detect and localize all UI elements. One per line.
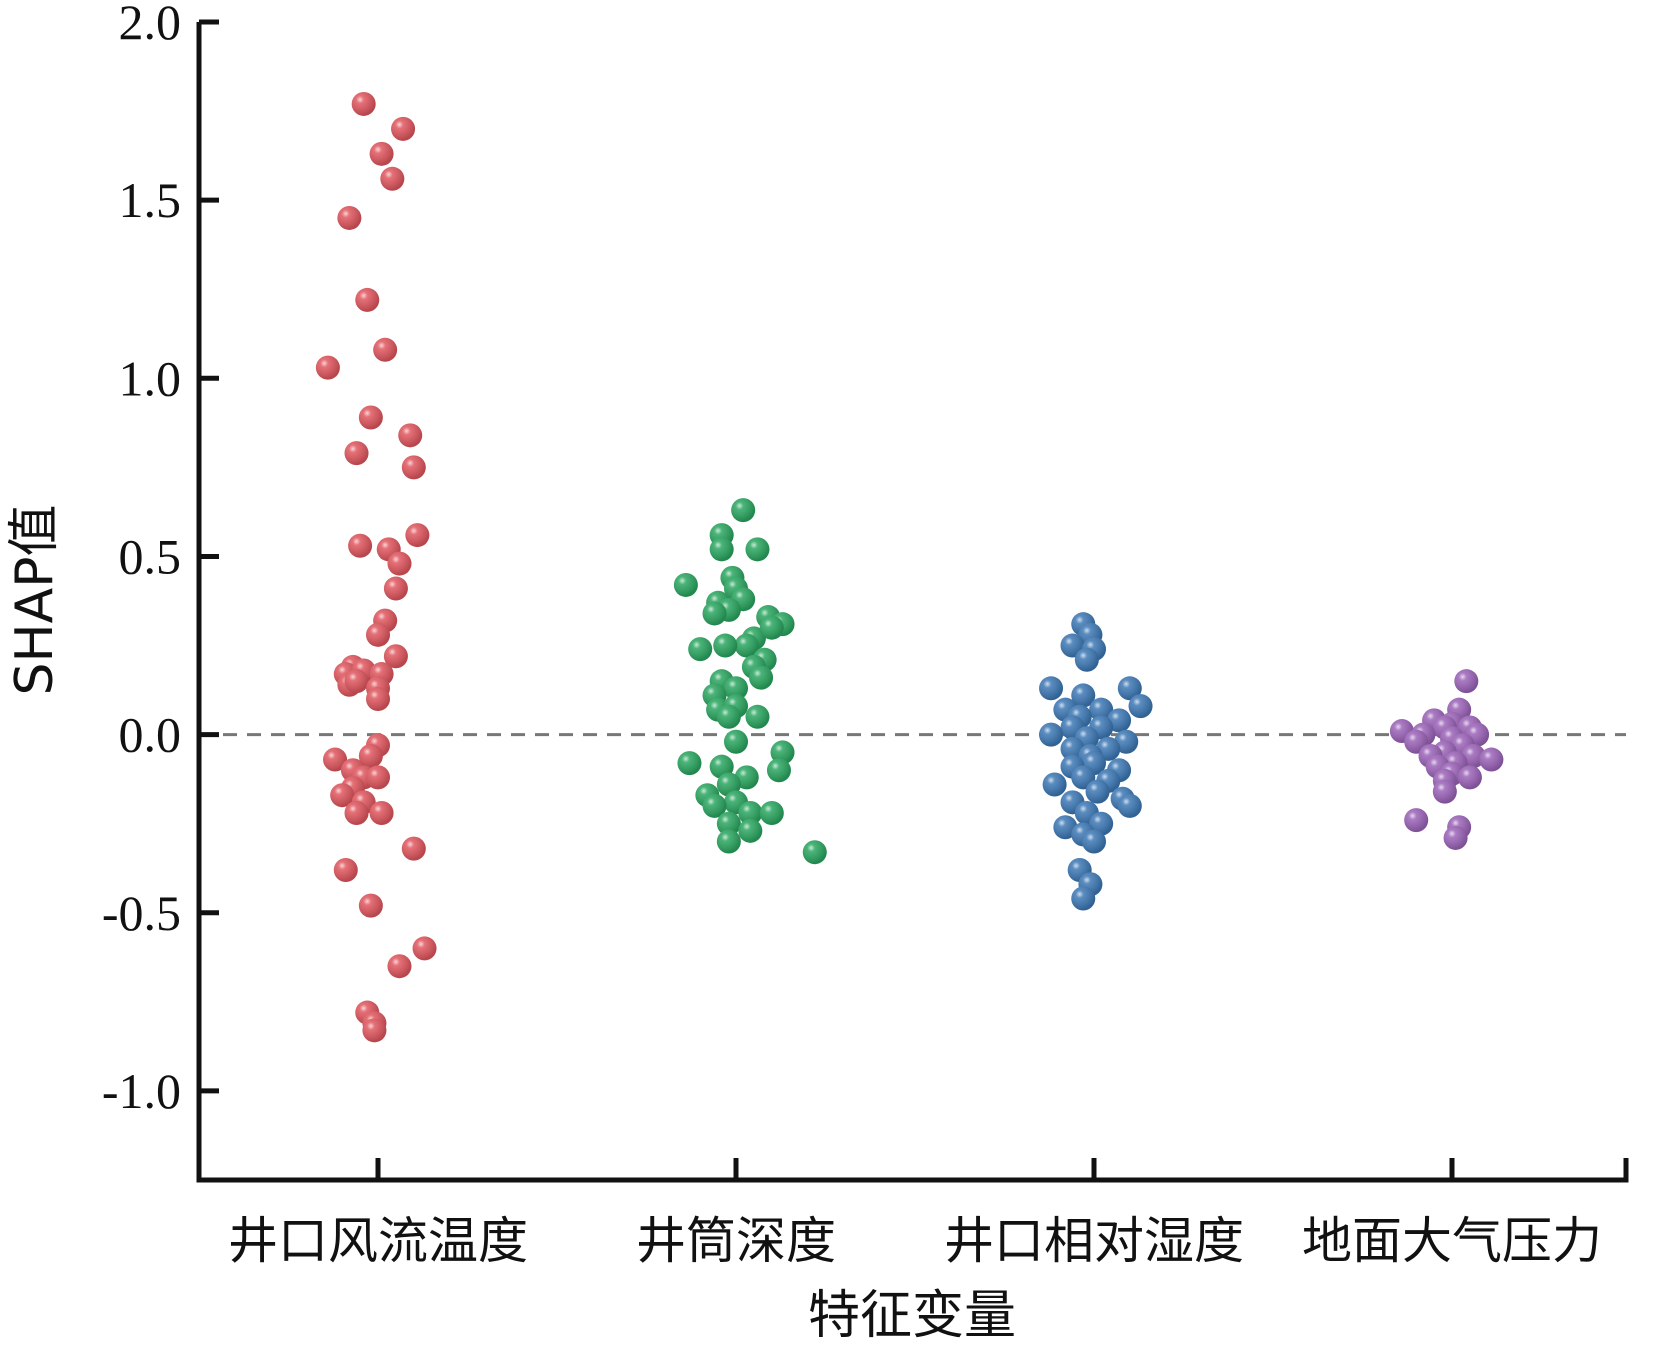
data-point (362, 1018, 387, 1043)
data-point (387, 954, 412, 979)
data-point (1089, 697, 1114, 722)
data-point (688, 637, 713, 662)
data-point (358, 405, 383, 430)
data-point (716, 811, 741, 836)
data-point (366, 622, 390, 647)
data-point (770, 740, 795, 765)
data-point (1071, 683, 1096, 708)
data-point (383, 644, 408, 669)
data-point (333, 858, 358, 883)
x-category-label: 井筒深度 (636, 1212, 836, 1270)
data-point (702, 601, 727, 626)
x-category-label: 井口风流温度 (228, 1212, 528, 1270)
data-point (1457, 765, 1482, 790)
y-tick-label: 2.0 (119, 0, 182, 50)
data-point (702, 793, 727, 818)
data-point (383, 576, 408, 601)
y-tick-label: -0.5 (102, 885, 181, 941)
data-point (405, 523, 430, 548)
y-tick-label: 0.0 (119, 707, 182, 763)
data-point (315, 355, 340, 380)
data-point (1404, 808, 1429, 833)
data-point (738, 818, 763, 843)
data-point (401, 836, 426, 861)
data-point (391, 116, 416, 141)
x-category-label: 地面大气压力 (1302, 1212, 1602, 1270)
data-point (713, 633, 738, 658)
data-point (745, 537, 770, 562)
y-tick-label: 0.5 (119, 528, 182, 584)
data-point (369, 141, 394, 166)
data-point (745, 704, 770, 729)
data-point (366, 765, 390, 790)
data-point (1443, 825, 1468, 850)
data-point (1117, 676, 1142, 701)
data-point (366, 686, 390, 711)
data-point (802, 840, 827, 865)
data-point (344, 801, 369, 826)
x-category-label: 井口相对湿度 (944, 1212, 1244, 1270)
data-point (358, 743, 383, 768)
data-point (1074, 647, 1099, 672)
data-point (337, 205, 362, 230)
y-tick-label: -1.0 (102, 1063, 181, 1119)
data-point (387, 551, 412, 576)
data-point (1039, 676, 1064, 701)
data-point (677, 751, 702, 776)
data-point (348, 533, 373, 558)
data-point (673, 572, 698, 597)
data-point (1082, 829, 1106, 854)
data-point (330, 783, 355, 808)
data-point (1117, 793, 1142, 818)
data-point (401, 455, 426, 480)
data-point (766, 758, 791, 783)
data-point (734, 633, 759, 658)
data-point (1479, 747, 1504, 772)
data-point (351, 91, 376, 116)
data-point (1085, 779, 1110, 804)
data-point (1128, 694, 1153, 719)
data-point (759, 801, 784, 826)
data-point (398, 423, 423, 448)
data-point (412, 936, 437, 961)
data-point (323, 747, 348, 772)
data-point (731, 498, 756, 523)
y-tick-label: 1.0 (119, 350, 182, 406)
data-point (358, 893, 383, 918)
data-point (738, 801, 763, 826)
y-axis-title: SHAP值 (5, 504, 65, 695)
data-point (759, 615, 784, 640)
data-point (373, 337, 398, 362)
data-point (380, 166, 405, 191)
data-point (1432, 779, 1457, 804)
x-axis-title: 特征变量 (808, 1286, 1016, 1346)
data-point (724, 676, 748, 701)
data-point (369, 801, 394, 826)
data-point (1071, 886, 1096, 911)
data-point (1039, 722, 1064, 747)
y-tick-label: 1.5 (119, 172, 182, 228)
data-point (716, 704, 741, 729)
data-point (1454, 669, 1479, 694)
data-point (344, 669, 369, 694)
data-point (344, 441, 369, 466)
axis-frame (196, 22, 1629, 1183)
data-point (716, 829, 741, 854)
data-point (355, 287, 380, 312)
data-point (724, 729, 748, 754)
data-point (709, 537, 734, 562)
data-point (749, 665, 774, 690)
data-point (1042, 772, 1067, 797)
